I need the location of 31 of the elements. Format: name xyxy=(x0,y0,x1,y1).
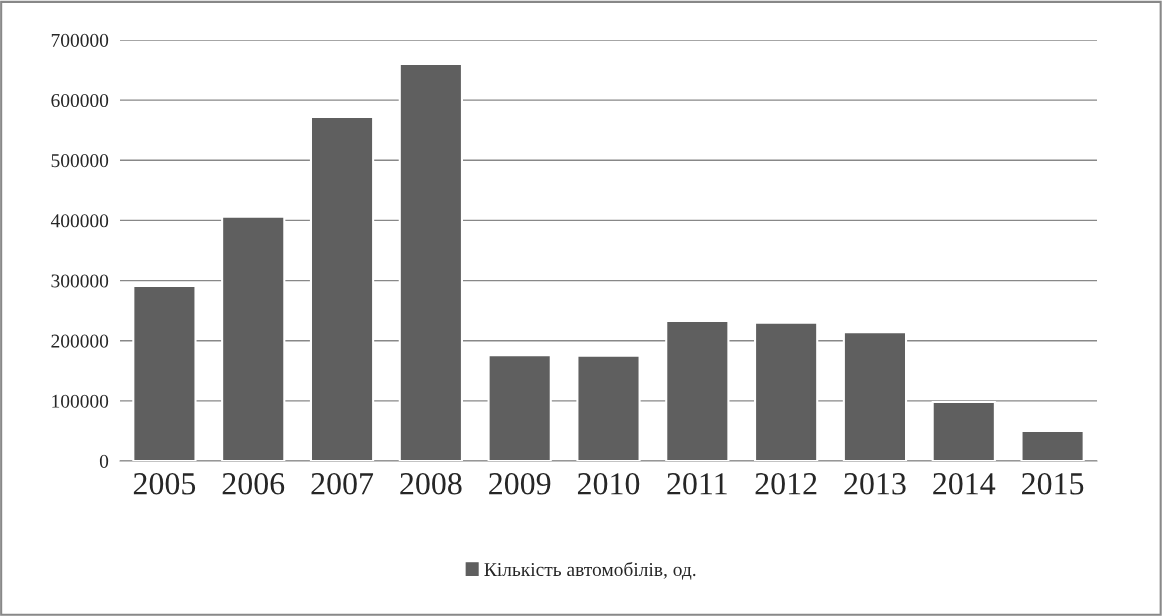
x-tick-label: 2007 xyxy=(311,473,374,495)
x-tick-label: 2006 xyxy=(222,473,285,495)
y-tick-label: 500000 xyxy=(51,154,109,168)
bar xyxy=(576,354,641,461)
bar xyxy=(754,321,819,461)
y-tick-label: 400000 xyxy=(50,214,109,228)
x-tick-label: 2005 xyxy=(133,473,196,495)
x-tick-label: 2010 xyxy=(577,473,640,495)
bar xyxy=(132,284,197,461)
y-tick-label: 600000 xyxy=(51,93,109,108)
bar xyxy=(487,354,552,461)
x-tick-label: 2014 xyxy=(933,473,996,495)
bar xyxy=(221,215,286,461)
y-tick-label: 100000 xyxy=(52,394,109,408)
y-tick-label: 200000 xyxy=(51,334,109,348)
x-tick-label: 2015 xyxy=(1022,473,1084,495)
bar xyxy=(398,63,463,461)
bar xyxy=(931,401,996,461)
x-tick-label: 2008 xyxy=(400,473,462,495)
y-tick-label: 0 xyxy=(99,454,109,468)
x-tick-label: 2013 xyxy=(844,473,906,495)
y-tick-label: 300000 xyxy=(51,274,109,288)
bar xyxy=(842,331,908,461)
bar xyxy=(1020,429,1085,461)
legend-label: Кількість автомобілів, од. xyxy=(484,561,696,580)
x-tick-label: 2012 xyxy=(755,473,817,495)
y-tick-label: 700000 xyxy=(51,33,109,47)
bar xyxy=(309,115,375,461)
bar xyxy=(665,319,730,461)
x-tick-label: 2011 xyxy=(667,473,727,495)
x-tick-label: 2009 xyxy=(489,473,551,495)
